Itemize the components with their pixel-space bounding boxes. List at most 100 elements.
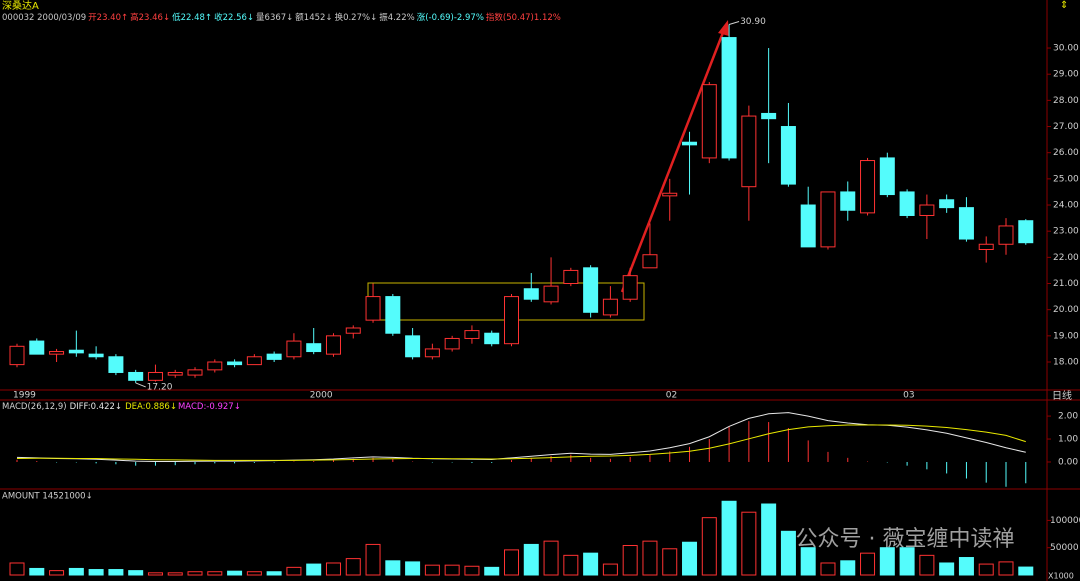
volume-bar bbox=[306, 563, 322, 576]
candle-body bbox=[504, 296, 519, 345]
volume-bar bbox=[780, 530, 796, 576]
volume-bar bbox=[899, 547, 915, 576]
volume-bar bbox=[622, 545, 638, 576]
volume-bar bbox=[424, 564, 440, 576]
volume-bar bbox=[266, 571, 282, 576]
volume-bar bbox=[721, 500, 737, 576]
y-tick-label: 28.00 bbox=[1053, 96, 1079, 106]
candle-body bbox=[108, 356, 124, 373]
volume-bar bbox=[998, 561, 1014, 576]
info-item: 低22.48↑ bbox=[172, 12, 212, 23]
volume-bar bbox=[662, 548, 678, 576]
volume-bar bbox=[444, 564, 460, 576]
y-tick-label: 19.00 bbox=[1053, 331, 1079, 341]
y-tick-label: 22.00 bbox=[1053, 253, 1079, 263]
volume-bar bbox=[68, 567, 84, 576]
info-item: 高23.46↓ bbox=[130, 12, 170, 23]
volume-header: AMOUNT 14521000↓ bbox=[2, 492, 93, 502]
volume-bar bbox=[325, 562, 341, 576]
volume-bar bbox=[682, 541, 698, 576]
y-tick-label: 26.00 bbox=[1053, 148, 1079, 158]
candle-body bbox=[860, 160, 876, 214]
candle-body bbox=[523, 288, 539, 300]
volume-bar bbox=[543, 540, 559, 576]
high-label: 30.90 bbox=[740, 17, 766, 27]
candle-body bbox=[662, 192, 678, 197]
menu-icon[interactable]: ⇕ bbox=[1060, 0, 1068, 11]
volume-bar bbox=[1018, 566, 1034, 576]
volume-bar bbox=[741, 511, 757, 576]
x-tick-label: 02 bbox=[666, 391, 677, 401]
candle-body bbox=[227, 361, 243, 366]
volume-bar bbox=[9, 562, 25, 576]
volume-bar bbox=[167, 572, 183, 576]
info-item: 指数(50.47)1.12% bbox=[486, 12, 561, 23]
candle-body bbox=[49, 351, 65, 355]
candle-body bbox=[128, 371, 144, 381]
volume-bar bbox=[563, 554, 579, 576]
volume-bar bbox=[147, 572, 163, 576]
volume-bar bbox=[365, 543, 381, 576]
y-tick-label: 20.00 bbox=[1053, 305, 1079, 315]
candle-body bbox=[899, 191, 915, 216]
macd-line bbox=[16, 412, 1026, 463]
candle-body bbox=[780, 126, 796, 185]
candle-body bbox=[978, 243, 994, 250]
y-tick-label: 29.00 bbox=[1053, 70, 1079, 80]
candle-body bbox=[741, 115, 757, 188]
low-label: 17.20 bbox=[147, 382, 173, 392]
volume-bar bbox=[405, 561, 421, 576]
candle-body bbox=[464, 330, 480, 339]
volume-bar bbox=[642, 540, 658, 576]
candle-body bbox=[147, 371, 163, 381]
candle-body bbox=[484, 332, 500, 345]
candle-body bbox=[583, 267, 599, 313]
y-tick-label: 27.00 bbox=[1053, 122, 1079, 132]
candle-body bbox=[939, 199, 955, 209]
candle-body bbox=[642, 254, 658, 269]
volume-bar bbox=[761, 503, 777, 576]
volume-bar bbox=[820, 562, 836, 576]
candle-body bbox=[266, 353, 282, 360]
candle-body bbox=[761, 112, 777, 120]
info-item: 收22.56↓ bbox=[214, 12, 254, 23]
candle-body bbox=[602, 298, 618, 316]
volume-bar bbox=[246, 571, 262, 576]
y-tick-label: 21.00 bbox=[1053, 279, 1079, 289]
y-tick-label: 23.00 bbox=[1053, 227, 1079, 237]
y-tick-label: 50000 bbox=[1050, 543, 1079, 553]
unit-label: X1000 bbox=[1048, 572, 1074, 581]
y-tick-label: 2.00 bbox=[1058, 412, 1078, 422]
info-item: 000032 2000/03/09 bbox=[2, 13, 86, 23]
x-tick-label: 1999 bbox=[13, 391, 36, 401]
volume-bar bbox=[227, 570, 243, 576]
volume-bar bbox=[504, 549, 519, 576]
candle-body bbox=[246, 356, 262, 366]
volume-bar bbox=[484, 566, 500, 576]
volume-bar bbox=[464, 565, 480, 576]
volume-bar bbox=[49, 570, 65, 576]
candle-body bbox=[68, 349, 84, 354]
candle-body bbox=[286, 340, 302, 358]
indicator-name: MACD(26,12,9) bbox=[2, 402, 67, 412]
candle-body bbox=[385, 296, 401, 334]
candle-body bbox=[879, 157, 895, 196]
annotation-leader bbox=[135, 382, 146, 388]
candle-body bbox=[424, 348, 440, 358]
candle-body bbox=[840, 191, 856, 211]
y-tick-label: 1.00 bbox=[1058, 435, 1078, 445]
y-tick-label: 30.00 bbox=[1053, 44, 1079, 54]
legend-entry: DIFF:0.422↓ bbox=[70, 402, 123, 412]
volume-bar bbox=[29, 567, 45, 576]
y-tick-label: 18.00 bbox=[1053, 358, 1079, 368]
y-tick-label: 25.00 bbox=[1053, 174, 1079, 184]
arrow-head bbox=[718, 20, 729, 36]
candle-body bbox=[207, 361, 223, 371]
candle-body bbox=[800, 204, 816, 248]
candle-body bbox=[29, 340, 45, 355]
candle-body bbox=[563, 269, 579, 285]
volume-bar bbox=[385, 560, 401, 576]
candle-body bbox=[167, 371, 183, 376]
quote-info: 000032 2000/03/09 开23.40↑ 高23.46↓ 低22.48↑ 收2… bbox=[2, 12, 561, 23]
